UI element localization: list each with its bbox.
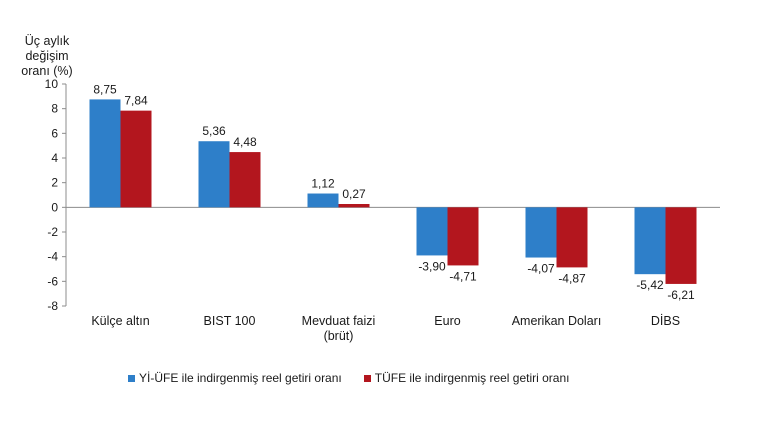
y-tick-label: 8 xyxy=(51,102,58,116)
y-tick-label: 4 xyxy=(51,151,58,165)
x-tick-label: Mevduat faizi xyxy=(302,314,376,328)
x-tick-label: Euro xyxy=(434,314,460,328)
legend-swatch-yi-ufe xyxy=(128,374,135,382)
y-tick-label: 6 xyxy=(51,126,58,140)
legend-item-tufe: TÜFE ile indirgenmiş reel getiri oranı xyxy=(363,371,570,385)
y-axis-label: Üç aylık değişim oranı (%) xyxy=(8,34,86,79)
x-tick-label: BIST 100 xyxy=(204,314,256,328)
data-label: 1,12 xyxy=(311,177,335,191)
data-label: 5,36 xyxy=(202,124,226,138)
legend-item-yi-ufe: Yİ-ÜFE ile indirgenmiş reel getiri oranı xyxy=(128,371,342,385)
bar-tufe xyxy=(229,152,261,208)
x-tick-label: DİBS xyxy=(651,314,680,328)
data-label: 0,27 xyxy=(342,187,366,201)
y-tick-label: 2 xyxy=(51,176,58,190)
legend-label-tufe: TÜFE ile indirgenmiş reel getiri oranı xyxy=(374,371,570,385)
bar-tufe xyxy=(338,204,370,208)
data-label: -4,87 xyxy=(558,271,586,285)
y-axis-label-line-1: Üç aylık değişim xyxy=(24,34,70,63)
y-tick-label: -4 xyxy=(47,250,58,264)
legend-label-yi-ufe: Yİ-ÜFE ile indirgenmiş reel getiri oranı xyxy=(139,371,342,385)
y-tick-label: -6 xyxy=(47,274,58,288)
bar-tufe xyxy=(447,207,479,266)
bar-yi-ufe xyxy=(307,193,339,208)
x-tick-label: Külçe altın xyxy=(91,314,149,328)
y-tick-label: -2 xyxy=(47,225,58,239)
data-label: 4,48 xyxy=(233,135,257,149)
bar-yi-ufe xyxy=(416,207,448,256)
bar-yi-ufe xyxy=(525,207,557,258)
data-label: 7,84 xyxy=(124,94,148,108)
legend-swatch-tufe xyxy=(363,374,371,382)
data-label: -5,42 xyxy=(636,278,664,292)
x-tick-label: Amerikan Doları xyxy=(512,314,602,328)
y-tick-label: 0 xyxy=(51,200,58,214)
bar-tufe xyxy=(556,207,588,268)
bar-yi-ufe xyxy=(634,207,666,275)
legend: Yİ-ÜFE ile indirgenmiş reel getiri oranı… xyxy=(128,371,592,385)
y-tick-label: 10 xyxy=(45,77,59,91)
data-label: -4,07 xyxy=(527,262,555,276)
bar-yi-ufe xyxy=(89,99,121,208)
data-label: -6,21 xyxy=(667,288,695,302)
y-axis-label-line-2: oranı (%) xyxy=(21,64,73,78)
data-label: -3,90 xyxy=(418,259,446,273)
x-tick-label: (brüt) xyxy=(324,329,354,343)
data-label: 8,75 xyxy=(93,82,117,96)
bar-tufe xyxy=(120,110,152,208)
bar-tufe xyxy=(665,207,697,284)
y-tick-label: -8 xyxy=(47,299,58,313)
data-label: -4,71 xyxy=(449,269,477,283)
bar-yi-ufe xyxy=(198,141,230,208)
